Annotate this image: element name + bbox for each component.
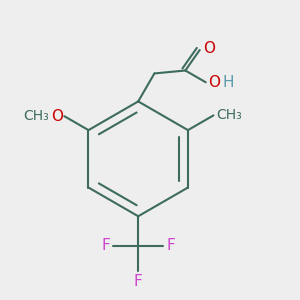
Text: F: F — [166, 238, 175, 253]
Text: O: O — [208, 75, 220, 90]
Text: F: F — [134, 274, 142, 289]
Text: CH₃: CH₃ — [216, 108, 242, 122]
Text: CH₃: CH₃ — [23, 109, 49, 123]
Text: O: O — [51, 109, 63, 124]
Text: O: O — [203, 41, 215, 56]
Text: F: F — [101, 238, 110, 253]
Text: H: H — [222, 75, 234, 90]
